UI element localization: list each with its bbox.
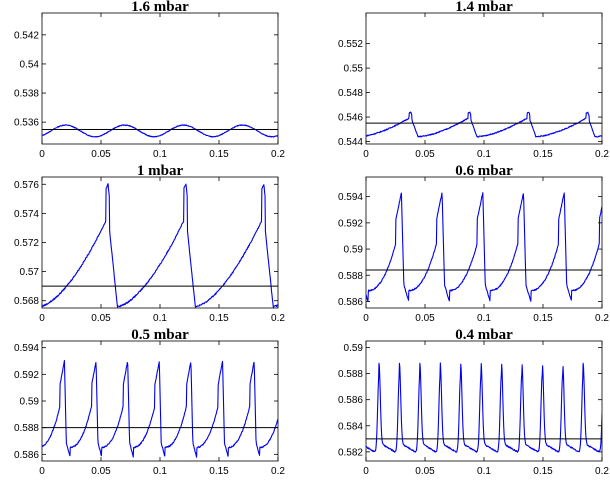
x-tick-label: 0.05 <box>415 149 435 160</box>
panel-title: 1.4 mbar <box>455 0 513 15</box>
y-tick-label: 0.594 <box>14 343 39 354</box>
x-tick-label: 0.15 <box>209 466 229 477</box>
subplot-5: 0.5 mbar 0 0.05 0.1 0.15 0.2 0.586 0.588 0.59 0.5… <box>14 327 285 477</box>
y-tick-label: 0.54 <box>20 59 40 70</box>
x-tick-label: 0 <box>39 313 45 324</box>
x-tick-label: 0.15 <box>209 149 229 160</box>
y-tick-label: 0.586 <box>14 450 39 461</box>
y-tick-label: 0.592 <box>338 218 363 229</box>
x-tick-label: 0.05 <box>91 149 111 160</box>
subplot-1: 1.6 mbar 0 0.05 0.1 0.15 0.2 0.536 0.538 0.54 0.5… <box>14 0 285 160</box>
y-tick-label: 0.568 <box>14 296 39 307</box>
y-tick-label: 0.576 <box>14 180 39 191</box>
series-line <box>366 192 602 303</box>
y-tick-label: 0.59 <box>20 397 40 408</box>
x-tick-label: 0.1 <box>153 313 167 324</box>
y-tick-label: 0.542 <box>14 30 39 41</box>
y-tick-label: 0.552 <box>338 39 363 50</box>
y-tick-label: 0.582 <box>338 447 363 458</box>
y-tick-label: 0.548 <box>338 88 363 99</box>
y-tick-label: 0.588 <box>338 271 363 282</box>
y-tick-label: 0.536 <box>14 118 39 129</box>
x-tick-label: 0.1 <box>153 149 167 160</box>
y-tick-label: 0.586 <box>338 395 363 406</box>
y-tick-label: 0.588 <box>14 423 39 434</box>
x-tick-label: 0.2 <box>595 466 609 477</box>
panel-title: 1.6 mbar <box>131 0 189 15</box>
y-tick-label: 0.538 <box>14 89 39 100</box>
x-tick-label: 0.2 <box>271 313 285 324</box>
y-tick-label: 0.572 <box>14 238 39 249</box>
x-tick-label: 0 <box>363 466 369 477</box>
x-tick-label: 0.05 <box>415 466 435 477</box>
x-tick-label: 0.2 <box>271 466 285 477</box>
x-tick-label: 0.15 <box>533 149 553 160</box>
panel-title: 0.5 mbar <box>131 327 189 343</box>
panel-title: 0.6 mbar <box>455 163 513 179</box>
x-tick-label: 0.15 <box>533 313 553 324</box>
x-tick-label: 0.1 <box>477 149 491 160</box>
x-tick-label: 0 <box>39 149 45 160</box>
y-tick-label: 0.594 <box>338 192 363 203</box>
axes-box <box>365 12 603 145</box>
y-tick-label: 0.584 <box>338 421 363 432</box>
panels: 1.6 mbar 0 0.05 0.1 0.15 0.2 0.536 0.538 0.54 0.5… <box>14 0 609 477</box>
x-tick-label: 0.2 <box>271 149 285 160</box>
y-tick-label: 0.59 <box>344 343 364 354</box>
x-tick-label: 0.15 <box>533 466 553 477</box>
x-tick-label: 0 <box>363 149 369 160</box>
x-tick-label: 0 <box>363 313 369 324</box>
panel-title: 0.4 mbar <box>455 327 513 343</box>
y-tick-label: 0.588 <box>338 369 363 380</box>
subplot-4: 0.6 mbar 0 0.05 0.1 0.15 0.2 0.586 0.588 0.59 0.5… <box>338 163 609 324</box>
x-tick-label: 0 <box>39 466 45 477</box>
x-tick-label: 0.2 <box>595 313 609 324</box>
x-tick-label: 0.05 <box>91 466 111 477</box>
x-tick-label: 0.05 <box>415 313 435 324</box>
y-tick-label: 0.55 <box>344 64 364 75</box>
x-tick-label: 0.1 <box>153 466 167 477</box>
axes-box <box>41 176 279 309</box>
axes-box <box>41 12 279 145</box>
x-tick-label: 0.1 <box>477 313 491 324</box>
y-tick-label: 0.574 <box>14 209 39 220</box>
y-tick-label: 0.57 <box>20 267 40 278</box>
y-tick-label: 0.592 <box>14 370 39 381</box>
y-tick-label: 0.546 <box>338 113 363 124</box>
y-tick-label: 0.544 <box>338 137 363 148</box>
x-tick-label: 0.05 <box>91 313 111 324</box>
series-line <box>42 360 278 458</box>
subplot-6: 0.4 mbar 0 0.05 0.1 0.15 0.2 0.582 0.584 0.586 0.… <box>338 327 609 477</box>
panel-title: 1 mbar <box>137 163 184 179</box>
x-tick-label: 0.1 <box>477 466 491 477</box>
series-line <box>42 124 278 138</box>
y-tick-label: 0.59 <box>344 245 364 256</box>
x-tick-label: 0.15 <box>209 313 229 324</box>
x-tick-label: 0.2 <box>595 149 609 160</box>
y-tick-label: 0.586 <box>338 297 363 308</box>
subplot-3: 1 mbar 0 0.05 0.1 0.15 0.2 0.568 0.57 0.572 0.574… <box>14 163 285 324</box>
subplot-2: 1.4 mbar 0 0.05 0.1 0.15 0.2 0.544 0.546 0.548 0.… <box>338 0 609 160</box>
series-line <box>366 111 602 138</box>
series-line <box>42 183 278 308</box>
